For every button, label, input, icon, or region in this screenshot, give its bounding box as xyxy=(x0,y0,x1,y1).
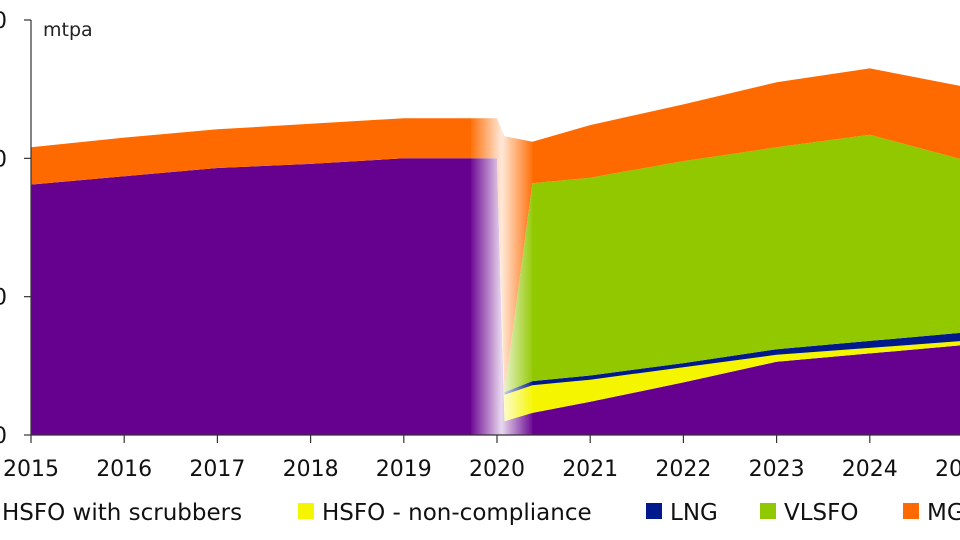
transition-highlight-band xyxy=(470,82,533,435)
y-axis-unit-label: mtpa xyxy=(43,19,93,41)
legend-swatch-hsfo-non-compliance xyxy=(298,503,314,519)
legend-label-hsfo-non-compliance: HSFO - non-compliance xyxy=(322,500,592,526)
axes: 2015 2016 2017 2018 2019 2020 2021 2022 2023 2024… xyxy=(0,9,960,482)
x-tick-label-2022: 2022 xyxy=(655,457,711,482)
area-mg xyxy=(31,68,960,393)
y-tick-label-0: 0 xyxy=(0,424,7,449)
legend-swatch-lng xyxy=(646,503,662,519)
y-tick-label-200: 200 xyxy=(0,147,7,172)
x-tick-label-2017: 2017 xyxy=(189,457,245,482)
legend-swatch-mg xyxy=(903,503,919,519)
legend-label-lng: LNG xyxy=(670,500,718,526)
x-tick-label-2020: 2020 xyxy=(469,457,525,482)
y-tick-label-100: 100 xyxy=(0,286,7,311)
x-tick-label-2025: 2025 xyxy=(935,457,960,482)
x-tick-label-2019: 2019 xyxy=(376,457,432,482)
legend-swatch-vlsfo xyxy=(760,503,776,519)
x-tick-label-2024: 2024 xyxy=(842,457,898,482)
x-tick-label-2023: 2023 xyxy=(749,457,805,482)
legend: HSFO with scrubbers HSFO - non-compliance… xyxy=(2,500,960,526)
x-tick-label-2016: 2016 xyxy=(96,457,152,482)
y-tick-label-300: 300 xyxy=(0,9,7,34)
legend-label-vlsfo: VLSFO xyxy=(784,500,858,526)
x-tick-label-2018: 2018 xyxy=(283,457,339,482)
x-tick-label-2015: 2015 xyxy=(3,457,59,482)
legend-label-mg: MG xyxy=(927,500,960,526)
legend-label-hsfo-with-scrubbers: HSFO with scrubbers xyxy=(2,500,242,526)
area-vlsfo xyxy=(31,134,960,393)
x-tick-label-2021: 2021 xyxy=(562,457,618,482)
transition-band-layer xyxy=(470,82,533,435)
